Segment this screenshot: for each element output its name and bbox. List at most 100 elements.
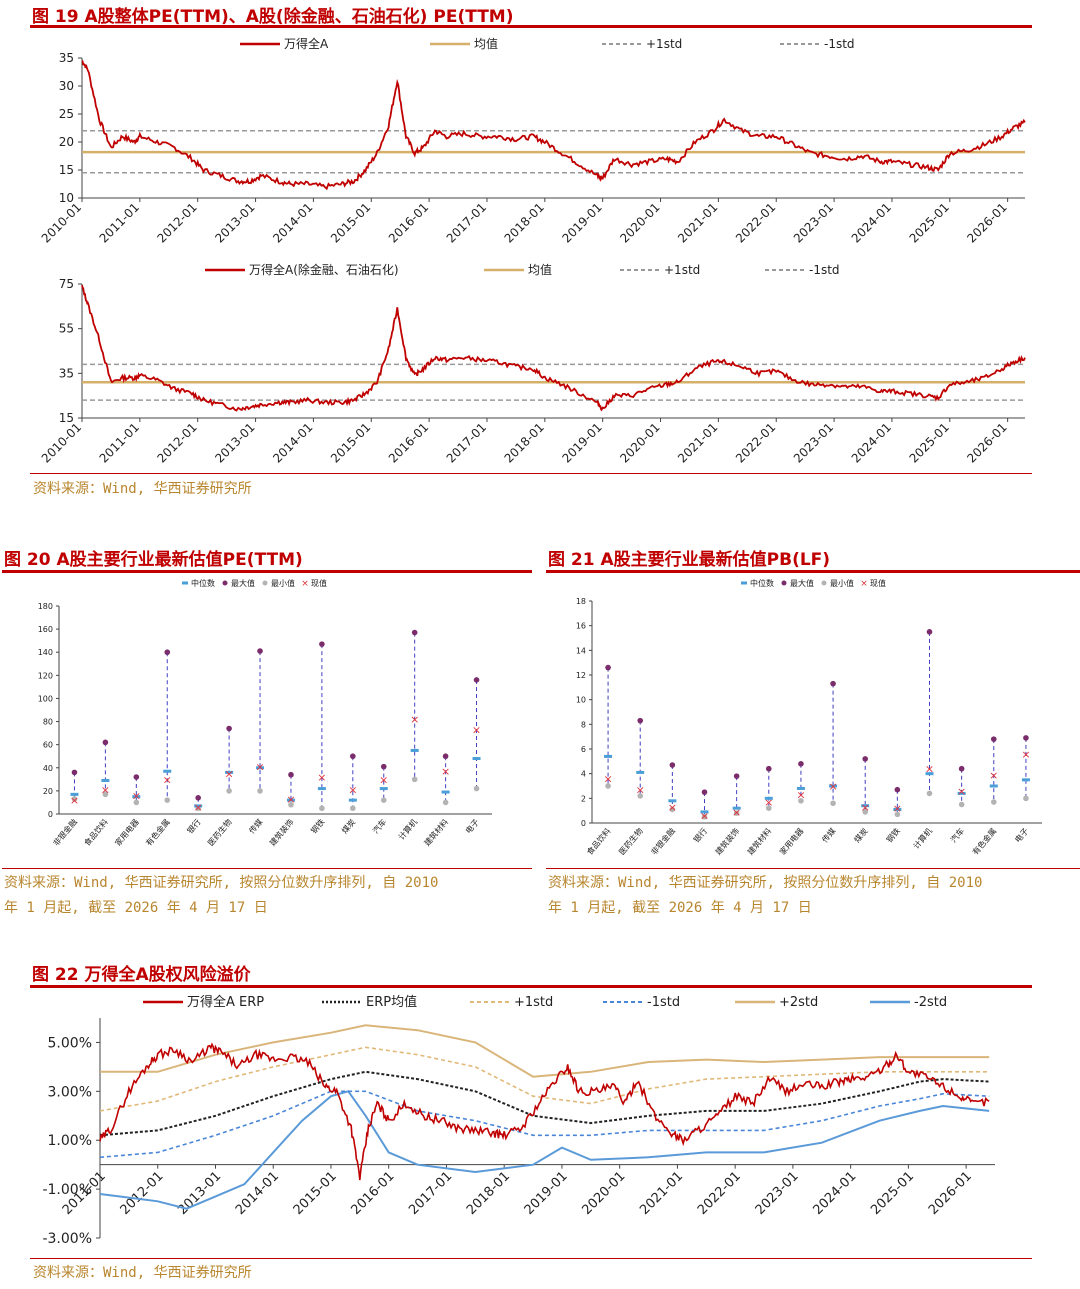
ind-pb-median-mark: [893, 807, 902, 811]
pe1-legend-2-label: +1std: [646, 37, 682, 51]
pe_all_a-x-tick-label: 2016-01: [386, 200, 431, 245]
ind-pb-current-mark: ×: [1021, 748, 1030, 761]
ind-pe-current-mark: ×: [379, 773, 388, 786]
pe_ex_fin_oil-x-tick-label: 2010-01: [39, 420, 84, 465]
ind-pb-current-mark: ×: [828, 780, 837, 793]
ind-pb-max-point: [733, 773, 740, 779]
pe_all_a-x-tick-label: 2015-01: [328, 200, 373, 245]
ind-pe-legend-swatch: [222, 580, 228, 586]
pe_all_a-x-tick-label: 2013-01: [212, 200, 257, 245]
ind-pb-current-mark: ×: [957, 785, 966, 798]
ind-pe-category-label: 建筑材料: [422, 817, 450, 848]
pe_ex_fin_oil-x-tick-label: 2013-01: [212, 420, 257, 465]
ind-pb-current-mark: ×: [603, 773, 612, 786]
ind-pb-current-mark: ×: [668, 801, 677, 814]
fig21-title: 图 21 A股主要行业最新估值PB(LF): [548, 550, 831, 570]
ind-pe-y-tick-label: 120: [38, 671, 53, 680]
ind-pe-current-mark: ×: [286, 793, 295, 806]
pe_ex_fin_oil-y-tick-label: 75: [59, 277, 74, 291]
erp-x-tick-label: 2020-01: [579, 1169, 628, 1218]
ind-pb-y-tick-label: 10: [576, 696, 586, 705]
ind-pb-median-mark: [732, 806, 741, 810]
pe2-legend-0-label: 万得全A(除金融、石油石化): [249, 262, 399, 277]
ind-pe-y-tick-label: 100: [38, 694, 53, 703]
erp-x-tick-label: 2012-01: [118, 1169, 167, 1218]
ind-pe-median-mark: [70, 792, 79, 796]
fig20-source-1: 资料来源：Wind, 华西证券研究所, 按照分位数升序排列, 自 2010: [4, 875, 439, 891]
erp-minus2std-line: [99, 1090, 990, 1210]
ind-pb-category-label: 钢铁: [884, 826, 902, 845]
pe_all_a-x-tick-label: 2022-01: [733, 200, 778, 245]
pe_ex_fin_oil-x-tick-label: 2014-01: [270, 420, 315, 465]
pe_all_a-x-tick-label: 2020-01: [617, 200, 662, 245]
erp-plus1std-line: [99, 1046, 990, 1112]
ind-pb-min-point: [958, 801, 965, 808]
ind-pe-y-tick-label: 60: [43, 741, 53, 750]
erp-x-tick-label: 2016-01: [349, 1169, 398, 1218]
ind-pb-current-mark: ×: [636, 784, 645, 797]
ind-pb-category-label: 家用电器: [777, 826, 805, 857]
ind-pe-max-point: [133, 774, 140, 780]
erp-x-tick-label: 2023-01: [753, 1169, 802, 1218]
ind-pe-category-label: 银行: [185, 817, 203, 836]
ind-pb-y-tick-label: 18: [576, 597, 586, 606]
ind-pe-median-mark: [410, 748, 419, 752]
ind-pe-min-point: [411, 776, 418, 783]
ind-pb-min-point: [605, 783, 611, 789]
ind-pb-current-mark: ×: [989, 769, 998, 782]
ind-pb-legend-swatch: ×: [860, 579, 868, 589]
ind-pb-max-point: [765, 765, 772, 772]
ind-pb-current-mark: ×: [925, 763, 934, 776]
ind-pb-median-mark: [668, 799, 677, 803]
ind-pb-max-point: [637, 717, 644, 724]
pe_all_a-y-tick-label: 30: [59, 79, 74, 93]
ind-pb-category-label: 非银金融: [649, 826, 677, 857]
ind-pe-median-mark: [225, 770, 234, 774]
pe_ex_fin_oil-x-tick-label: 2022-01: [733, 420, 778, 465]
pe_ex_fin_oil-y-tick-label: 15: [59, 411, 74, 425]
ind-pe-min-point: [442, 799, 449, 806]
pe2-legend-3-label: -1std: [809, 263, 840, 277]
pe2-legend-1-label: 均值: [528, 262, 552, 277]
ind-pb-y-tick-label: 0: [581, 819, 586, 828]
pe_all_a-x-tick-label: 2025-01: [907, 200, 952, 245]
ind-pe-median-mark: [194, 804, 203, 808]
pe1-series-line: [81, 60, 1026, 191]
ind-pe-y-tick-label: 140: [38, 648, 53, 657]
pe_all_a-y-tick-label: 25: [59, 107, 74, 121]
ind-pb-min-point: [701, 814, 708, 820]
ind-pb-current-mark: ×: [700, 810, 709, 823]
ind-pe-min-point: [288, 801, 294, 808]
ind-pe-category-label: 电子: [463, 817, 481, 836]
erp-legend-0-label: 万得全A ERP: [187, 994, 264, 1010]
ind-pb-current-mark: ×: [764, 796, 773, 809]
ind-pb-category-label: 食品饮料: [584, 826, 612, 857]
ind-pe-max-point: [195, 795, 201, 801]
erp-minus1std-line: [99, 1090, 990, 1159]
erp-x-tick-label: 2017-01: [406, 1169, 455, 1218]
ind-pe-category-label: 传媒: [247, 817, 265, 836]
pe2-legend-2-label: +1std: [664, 263, 700, 277]
erp-x-tick-label: 2024-01: [810, 1169, 859, 1218]
pe1-legend-1-label: 均值: [474, 36, 498, 51]
ind-pb-y-tick-label: 4: [581, 770, 586, 779]
ind-pe-y-tick-label: 0: [48, 810, 53, 819]
ind-pe-median-mark: [472, 757, 481, 761]
ind-pb-median-mark: [1021, 778, 1030, 782]
ind-pb-min-point: [1023, 795, 1029, 802]
ind-pb-max-point: [926, 629, 933, 635]
fig19-bottom-rule: [30, 473, 1032, 474]
ind-pb-category-label: 医药生物: [617, 826, 645, 857]
erp-x-tick-label: 2013-01: [175, 1169, 224, 1218]
ind-pe-max-point: [288, 771, 294, 778]
ind-pe-current-mark: ×: [194, 801, 203, 814]
ind-pb-max-point: [701, 789, 708, 795]
ind-pb-y-tick-label: 2: [581, 794, 586, 803]
erp-y-tick-label: -3.00%: [42, 1231, 92, 1247]
ind-pb-max-point: [669, 762, 676, 768]
ind-pe-min-point: [380, 797, 387, 803]
ind-pe-median-mark: [163, 769, 172, 773]
ind-pe-median-mark: [379, 787, 388, 791]
ind-pe-legend-label: 最大值: [231, 578, 255, 588]
